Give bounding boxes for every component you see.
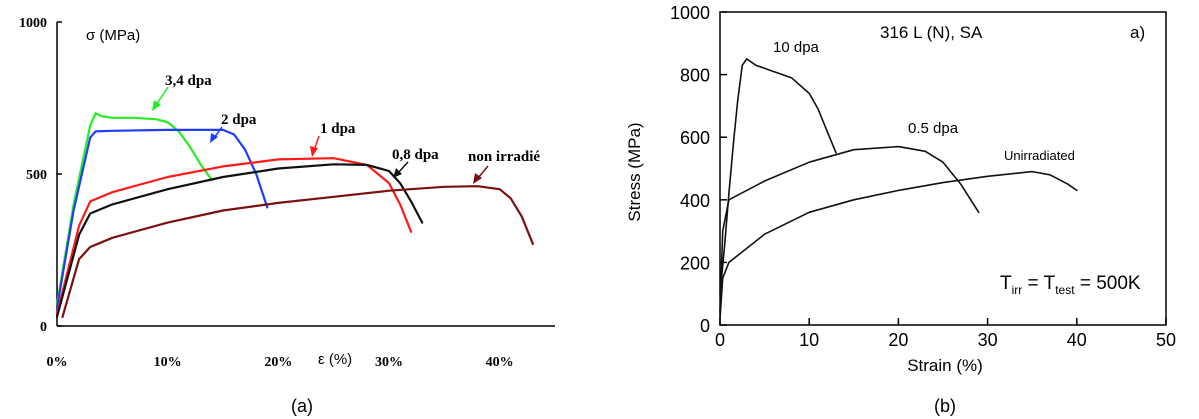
label-0-5-dpa: 0.5 dpa <box>908 120 959 137</box>
x-tick-label-a-10: 10% <box>154 355 182 370</box>
y-tick-label-a-500: 500 <box>26 168 47 183</box>
x-tick-label-b-30: 30 <box>978 330 998 350</box>
annotation-0-8-dpa: 0,8 dpa <box>392 147 439 178</box>
panel-b-chart: 0 200 400 600 800 1000 0 10 20 30 40 50 316 L (N),… <box>625 3 1176 375</box>
series-a-3-4-dpa <box>55 112 213 306</box>
x-tick-label-a-30: 30% <box>375 355 403 370</box>
x-axis-label-b: Strain (%) <box>907 356 983 375</box>
series-a-2-dpa <box>55 128 269 309</box>
label-0-8-dpa: 0,8 dpa <box>392 147 439 163</box>
series-b-10-dpa <box>719 58 837 295</box>
y-tick-label-b-200: 200 <box>680 253 710 273</box>
annotation-3-4-dpa: 3,4 dpa <box>152 73 212 111</box>
x-tick-label-b-20: 20 <box>888 330 908 350</box>
y-axis-label-b: Stress (MPa) <box>625 122 644 221</box>
annotation-2-dpa: 2 dpa <box>210 112 257 143</box>
plot-frame-b <box>719 11 1167 326</box>
x-tick-label-a-0: 0% <box>47 355 68 370</box>
y-tick-label-b-1000: 1000 <box>670 3 710 23</box>
temperature-condition: Tirr = Ttest = 500K <box>1000 273 1141 297</box>
y-tick-label-b-0: 0 <box>700 316 710 336</box>
series-a-non-irradi <box>61 185 534 318</box>
x-tick-label-b-10: 10 <box>799 330 819 350</box>
x-tick-label-a-40: 40% <box>486 355 514 370</box>
caption-b: (b) <box>934 396 956 416</box>
y-tick-label-a-1000: 1000 <box>19 16 47 31</box>
label-3-4-dpa: 3,4 dpa <box>165 73 212 89</box>
y-tick-label-b-600: 600 <box>680 128 710 148</box>
y-axis-label-a: σ (MPa) <box>86 27 140 44</box>
x-axis-label-a: ε (%) <box>318 351 352 368</box>
y-tick-label-b-400: 400 <box>680 191 710 211</box>
x-tick-label-b-40: 40 <box>1067 330 1087 350</box>
label-2-dpa: 2 dpa <box>221 112 257 128</box>
y-tick-label-a-0: 0 <box>40 320 47 335</box>
x-tick-label-b-50: 50 <box>1156 330 1176 350</box>
annotation-non-irradie: non irradié <box>468 149 540 184</box>
label-unirradiated: Unirradiated <box>1004 148 1075 163</box>
series-a-1-dpa <box>55 157 413 315</box>
panel-a-chart: 0 500 1000 0% 10% 20% 30% 40% σ (MPa) ε (%) 3,… <box>19 16 555 370</box>
title-b: 316 L (N), SA <box>880 23 983 42</box>
series-b-unirradiated <box>719 170 1078 320</box>
y-tick-label-b-800: 800 <box>680 66 710 86</box>
caption-a: (a) <box>291 396 313 416</box>
series-b-0-5-dpa <box>719 145 980 314</box>
x-tick-label-a-20: 20% <box>264 355 292 370</box>
x-tick-label-b-0: 0 <box>715 330 725 350</box>
label-1-dpa: 1 dpa <box>320 121 356 137</box>
series-a-0-8-dpa <box>55 163 424 318</box>
annotation-1-dpa: 1 dpa <box>310 121 356 157</box>
panel-label-b: a) <box>1130 23 1145 42</box>
label-10-dpa: 10 dpa <box>773 39 820 56</box>
label-non-irradie: non irradié <box>468 149 540 165</box>
